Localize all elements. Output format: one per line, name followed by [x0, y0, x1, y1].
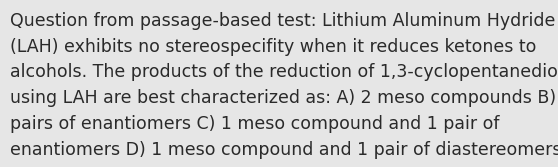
Text: Question from passage-based test: Lithium Aluminum Hydride: Question from passage-based test: Lithiu…	[10, 12, 555, 30]
Text: pairs of enantiomers C) 1 meso compound and 1 pair of: pairs of enantiomers C) 1 meso compound …	[10, 115, 499, 133]
Text: using LAH are best characterized as: A) 2 meso compounds B) 2: using LAH are best characterized as: A) …	[10, 89, 558, 107]
Text: (LAH) exhibits no stereospecifity when it reduces ketones to: (LAH) exhibits no stereospecifity when i…	[10, 38, 536, 56]
Text: alcohols. The products of the reduction of 1,3-cyclopentanedione: alcohols. The products of the reduction …	[10, 63, 558, 81]
Text: enantiomers D) 1 meso compound and 1 pair of diastereomers: enantiomers D) 1 meso compound and 1 pai…	[10, 141, 558, 159]
